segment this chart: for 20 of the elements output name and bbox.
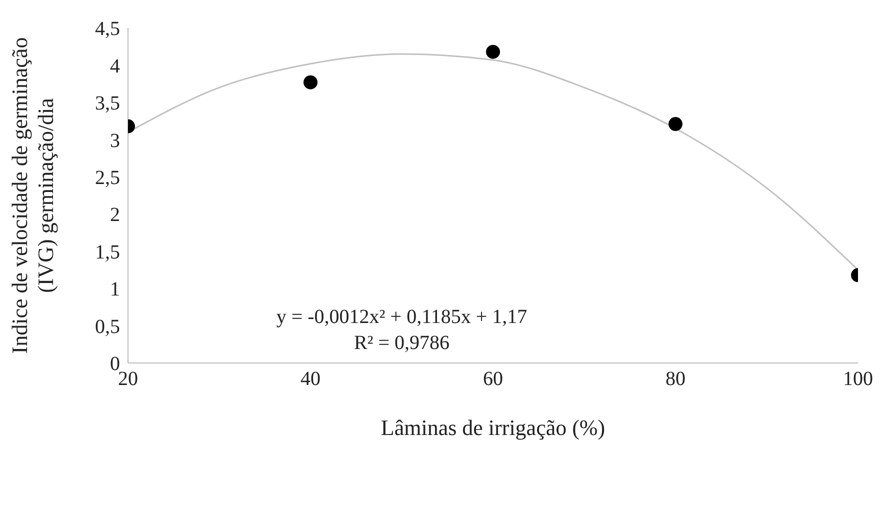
x-tick-label: 20 [118, 368, 138, 390]
y-axis-title: Indice de velocidade de germinação (IVG) germinação/dia [7, 37, 58, 354]
annotation: y = -0,0012x² + 0,1185x + 1,17 [275, 305, 528, 330]
y-tick-label: 4 [110, 55, 120, 78]
y-tick-label: 0,5 [95, 316, 120, 338]
y-tick-label: 1,5 [95, 241, 120, 264]
y-tick-label: 3,5 [95, 92, 120, 115]
x-tick-label: 80 [666, 368, 686, 390]
y-tick-label: 2,5 [95, 166, 120, 189]
x-tick-label: 100 [843, 368, 873, 390]
y-tick-label: 4,5 [95, 18, 120, 40]
x-tick-label: 40 [300, 368, 320, 390]
y-tick-label: 2 [110, 204, 120, 226]
y-tick-label: 1 [110, 278, 120, 301]
y-tick-label: 3 [110, 130, 120, 152]
annotation: R² = 0,9786 [352, 331, 451, 356]
y-tick-label: 0 [110, 353, 120, 376]
x-axis-title: Lâminas de irrigação (%) [380, 415, 606, 440]
x-tick-label: 60 [483, 368, 503, 390]
point [486, 44, 500, 59]
